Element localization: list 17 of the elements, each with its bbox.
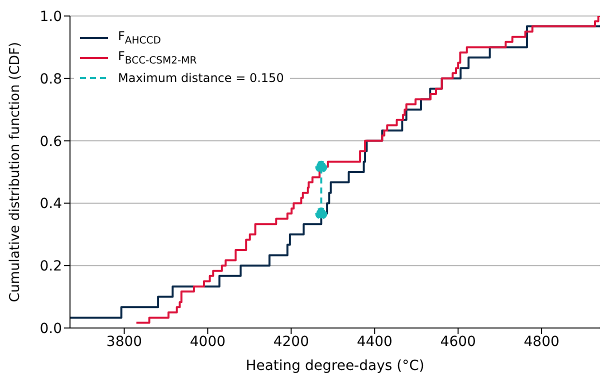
x-tick-label: 4000 (190, 334, 226, 350)
legend-label: Maximum distance = 0.150 (118, 71, 284, 85)
y-axis-title: Cumulative distribution function (CDF) (6, 42, 23, 302)
legend-label: F$_{AHCCD}$ (118, 29, 161, 47)
y-tick-label: 0.6 (40, 134, 62, 150)
x-tick-label: 4200 (273, 334, 309, 350)
y-tick-label: 0.4 (40, 196, 62, 212)
y-tick-label: 1.0 (40, 8, 62, 25)
x-tick-label: 3800 (106, 334, 142, 350)
y-tick-label: 0.8 (40, 71, 62, 88)
x-tick-label: 4400 (356, 334, 392, 350)
x-tick-label: 4800 (524, 334, 560, 350)
x-tick-label: 4600 (440, 334, 476, 350)
y-tick-label: 0.0 (40, 320, 62, 337)
y-tick-label: 0.2 (40, 258, 62, 275)
legend-label: F$_{BCC-CSM2-MR}$ (118, 49, 197, 67)
x-axis-title: Heating degree-days (°C) (246, 358, 424, 374)
